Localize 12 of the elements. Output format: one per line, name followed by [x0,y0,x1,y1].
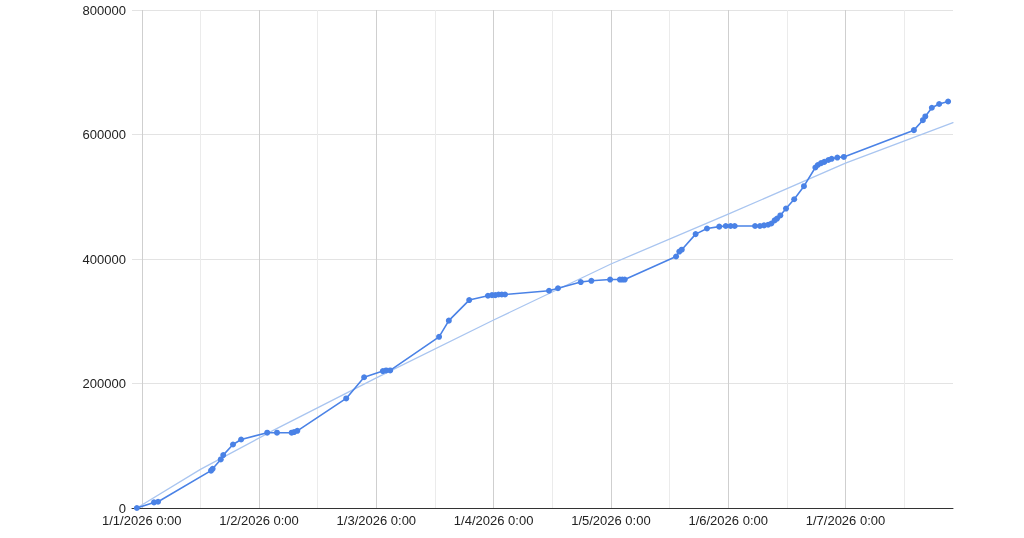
y-tick-label: 800000 [82,2,126,18]
x-tick-label: 1/4/2026 0:00 [453,513,534,528]
x-tick-label: 1/2/2026 0:00 [219,513,299,528]
y-tick-label: 400000 [82,251,126,267]
x-tick-label: 1/5/2026 0:00 [571,513,651,528]
x-tick-label: 1/6/2026 0:00 [688,513,768,528]
y-tick-label: 600000 [82,127,126,142]
x-tick-label: 1/3/2026 0:00 [336,513,417,528]
x-tick-label: 1/7/2026 0:00 [805,513,886,528]
x-tick-label: 1/1/2026 0:00 [102,513,182,528]
y-tick-label: 200000 [82,376,126,391]
y-tick-label: 0 [118,500,126,516]
